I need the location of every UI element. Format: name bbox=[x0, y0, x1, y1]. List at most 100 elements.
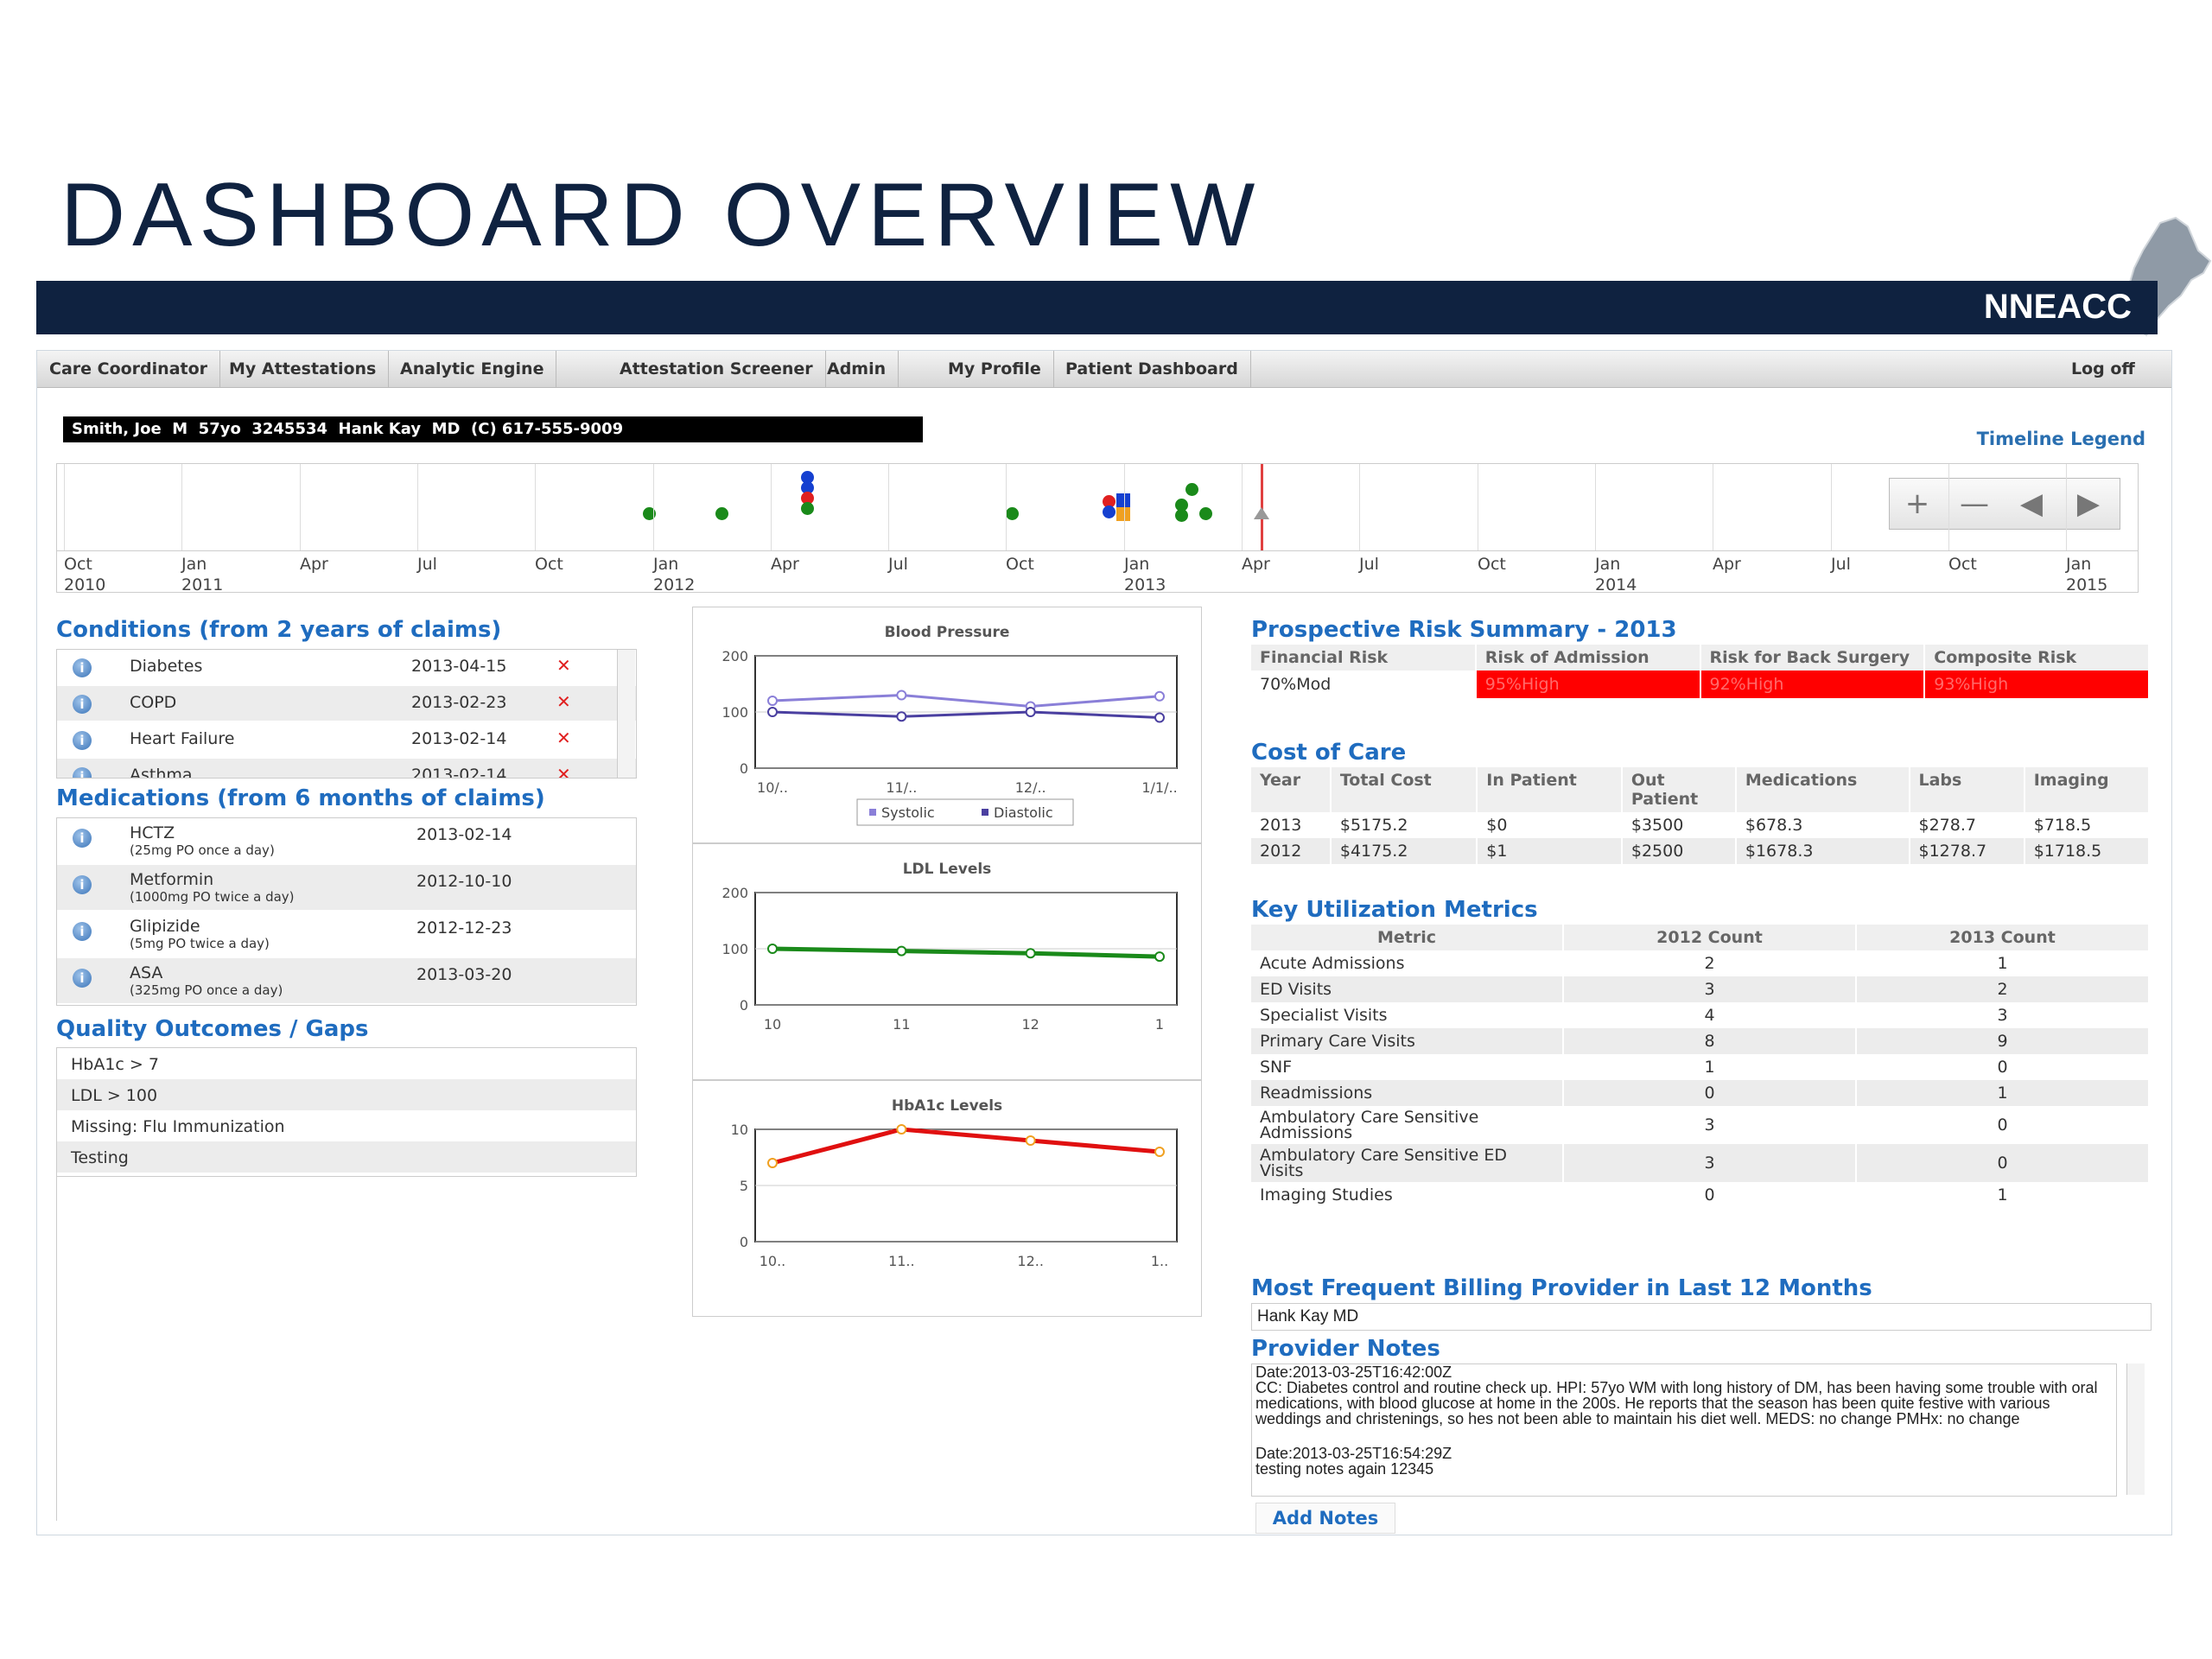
info-icon[interactable]: i bbox=[73, 829, 92, 848]
data-point[interactable] bbox=[1154, 1147, 1165, 1157]
timeline-month: Oct bbox=[535, 555, 563, 574]
cost-cell: $718.5 bbox=[2024, 812, 2151, 838]
data-point[interactable] bbox=[1025, 707, 1036, 717]
timeline-year: 2012 bbox=[653, 575, 696, 594]
zoom-in-icon[interactable]: + bbox=[1904, 486, 1930, 521]
quality-row: HbA1c > 7 bbox=[57, 1048, 636, 1079]
timeline-event-dot[interactable] bbox=[1103, 495, 1116, 508]
info-icon[interactable]: i bbox=[73, 969, 92, 988]
menu-admin[interactable]: Admin bbox=[815, 351, 899, 387]
patient-timeline[interactable]: + — ◀ ▶ Oct 2010 Jan 2011 Apr Jul Oct Jan 2012 Ap… bbox=[56, 463, 2139, 595]
timeline-gridline bbox=[888, 464, 889, 550]
x-tick-label: 11.. bbox=[888, 1253, 915, 1269]
timeline-year: 2014 bbox=[1595, 575, 1637, 594]
cost-cell: $1718.5 bbox=[2024, 838, 2151, 864]
billing-title: Most Frequent Billing Provider in Last 1… bbox=[1251, 1275, 1872, 1301]
data-point[interactable] bbox=[1025, 948, 1036, 959]
timeline-event-square[interactable] bbox=[1116, 507, 1130, 521]
timeline-event-dot[interactable] bbox=[801, 492, 814, 505]
timeline-event-dot[interactable] bbox=[1006, 507, 1019, 520]
medication-row[interactable]: i ASA (325mg PO once a day) 2013-03-20 bbox=[57, 958, 636, 1003]
medication-row[interactable]: i Glipizide (5mg PO twice a day) 2012-12… bbox=[57, 912, 636, 957]
timeline-axis bbox=[57, 550, 2138, 551]
timeline-event-dot[interactable] bbox=[801, 471, 814, 484]
medication-row[interactable]: i HCTZ (25mg PO once a day) 2013-02-14 bbox=[57, 818, 636, 863]
back-surgery-risk-value: 92%High bbox=[1700, 671, 1926, 698]
timeline-gridline bbox=[1006, 464, 1007, 550]
data-point[interactable] bbox=[1154, 712, 1165, 723]
timeline-legend-link[interactable]: Timeline Legend bbox=[1976, 429, 2145, 449]
note-text: testing notes again 12345 bbox=[1255, 1460, 1434, 1478]
data-point[interactable] bbox=[1154, 690, 1165, 702]
info-icon[interactable]: i bbox=[73, 731, 92, 750]
data-point[interactable] bbox=[767, 696, 778, 706]
medication-row[interactable]: i Metformin (1000mg PO twice a day) 2012… bbox=[57, 865, 636, 910]
timeline-event-dot[interactable] bbox=[1175, 499, 1188, 512]
notes-scrollbar[interactable] bbox=[2126, 1363, 2145, 1495]
timeline-event-dot[interactable] bbox=[1175, 509, 1188, 522]
menu-care-coordinator[interactable]: Care Coordinator bbox=[37, 351, 221, 387]
cost-cell: 2013 bbox=[1251, 812, 1332, 838]
timeline-month: Jul bbox=[1359, 555, 1379, 574]
timeline-event-dot[interactable] bbox=[801, 481, 814, 494]
utilization-header: 2012 Count bbox=[1563, 925, 1857, 950]
menu-patient-dashboard[interactable]: Patient Dashboard bbox=[1053, 351, 1251, 387]
logoff-link[interactable]: Log off bbox=[2071, 359, 2135, 378]
data-point[interactable] bbox=[1154, 951, 1165, 963]
y-tick-label: 0 bbox=[740, 1234, 748, 1250]
info-icon[interactable]: i bbox=[73, 658, 92, 677]
remove-icon[interactable]: ✕ bbox=[556, 691, 571, 712]
medication-name: HCTZ bbox=[130, 823, 175, 842]
info-icon[interactable]: i bbox=[73, 695, 92, 714]
remove-icon[interactable]: ✕ bbox=[556, 764, 571, 779]
data-point[interactable] bbox=[896, 1124, 907, 1135]
timeline-event-square[interactable] bbox=[1116, 493, 1130, 507]
info-icon[interactable]: i bbox=[73, 767, 92, 778]
x-tick-label: 12.. bbox=[1017, 1253, 1044, 1269]
data-point[interactable] bbox=[896, 711, 907, 722]
add-notes-button[interactable]: Add Notes bbox=[1255, 1503, 1395, 1534]
utilization-row: Readmissions 0 1 bbox=[1251, 1080, 2150, 1106]
condition-row[interactable]: i COPD 2013-02-23 ✕ bbox=[57, 686, 636, 721]
info-icon[interactable]: i bbox=[73, 875, 92, 894]
timeline-event-dot[interactable] bbox=[1199, 507, 1212, 520]
info-icon[interactable]: i bbox=[73, 922, 92, 941]
menu-my-attestations[interactable]: My Attestations bbox=[217, 351, 390, 387]
conditions-scrollbar[interactable] bbox=[617, 650, 635, 778]
condition-row[interactable]: i Asthma 2013-02-14 ✕ bbox=[57, 759, 636, 779]
timeline-event-dot[interactable] bbox=[643, 507, 656, 520]
utilization-metric: SNF bbox=[1251, 1054, 1564, 1080]
timeline-month: Jan bbox=[653, 555, 679, 574]
timeline-event-dot[interactable] bbox=[1103, 505, 1116, 518]
menu-attestation-screener[interactable]: Attestation Screener bbox=[607, 351, 826, 387]
condition-row[interactable]: i Heart Failure 2013-02-14 ✕ bbox=[57, 722, 636, 757]
timeline-gridline bbox=[1359, 464, 1360, 550]
zoom-out-icon[interactable]: — bbox=[1960, 486, 1989, 521]
data-point[interactable] bbox=[896, 945, 907, 957]
timeline-month-label: Apr bbox=[300, 554, 328, 575]
data-point[interactable] bbox=[1025, 1135, 1036, 1146]
scroll-left-icon[interactable]: ◀ bbox=[2019, 486, 2044, 521]
data-point[interactable] bbox=[767, 1158, 778, 1168]
timeline-gridline bbox=[1831, 464, 1832, 550]
timeline-month-label: Jan 2011 bbox=[181, 554, 223, 595]
timeline-event-dot[interactable] bbox=[1185, 483, 1198, 496]
data-point[interactable] bbox=[767, 707, 778, 717]
x-tick-label: 12 bbox=[1021, 1016, 1039, 1033]
data-point[interactable] bbox=[767, 944, 778, 954]
timeline-event-dot[interactable] bbox=[801, 502, 814, 515]
remove-icon[interactable]: ✕ bbox=[556, 655, 571, 676]
utilization-count: 8 bbox=[1563, 1028, 1857, 1054]
risk-header: Risk of Admission bbox=[1475, 645, 1701, 671]
utilization-row: Specialist Visits 4 3 bbox=[1251, 1002, 2150, 1028]
remove-icon[interactable]: ✕ bbox=[556, 728, 571, 748]
condition-row[interactable]: i Diabetes 2013-04-15 ✕ bbox=[57, 650, 636, 684]
provider-notes-box[interactable]: Date:2013-03-25T16:42:00Z CC: Diabetes c… bbox=[1251, 1363, 2117, 1497]
quality-item: Testing bbox=[71, 1148, 129, 1167]
timeline-event-dot[interactable] bbox=[715, 507, 728, 520]
data-point[interactable] bbox=[896, 690, 907, 701]
cost-cell: $3500 bbox=[1621, 812, 1737, 838]
menu-analytic-engine[interactable]: Analytic Engine bbox=[388, 351, 557, 387]
scroll-right-icon[interactable]: ▶ bbox=[2076, 486, 2101, 521]
menu-my-profile[interactable]: My Profile bbox=[936, 351, 1054, 387]
